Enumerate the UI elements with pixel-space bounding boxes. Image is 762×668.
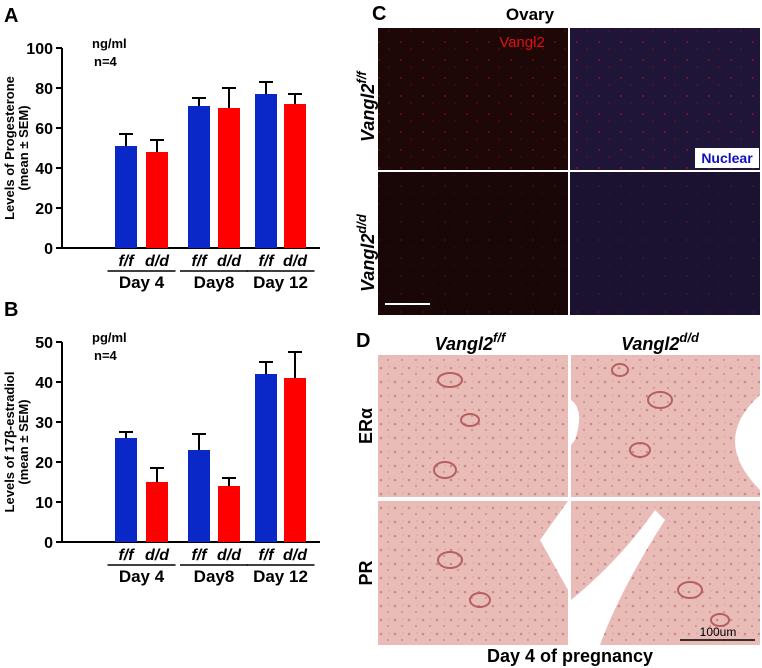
fluorescence-images (378, 28, 760, 315)
bar (115, 146, 137, 248)
series-label: d/d (217, 253, 242, 270)
x-tick-label: Day8 (194, 567, 235, 586)
annotation: n=4 (94, 348, 118, 363)
error-bar (192, 433, 206, 450)
panel-label: A (4, 5, 18, 27)
y-tick-label: 40 (35, 375, 53, 392)
row-label: Vangl2f/f (354, 70, 378, 142)
error-bar (150, 139, 164, 152)
error-bar (192, 97, 206, 106)
y-axis-label: (mean ± SEM) (16, 105, 31, 190)
y-tick-label: 0 (44, 535, 53, 552)
panel-label: B (4, 299, 18, 321)
genotype: d/d (354, 213, 369, 234)
series-label: d/d (145, 253, 170, 270)
x-tick-label: Day 4 (119, 567, 165, 586)
bar (284, 378, 306, 542)
stain-label: Vangl2 (499, 34, 545, 51)
series-label: f/f (191, 547, 208, 564)
y-tick-label: 20 (35, 201, 53, 218)
error-bar (259, 361, 273, 374)
y-tick-label: 10 (35, 495, 53, 512)
series-label: d/d (283, 547, 308, 564)
error-bar (119, 431, 133, 438)
row-label: Vangl2d/d (354, 213, 378, 292)
series-label: d/d (145, 547, 170, 564)
series-label: f/f (118, 253, 135, 270)
bar (218, 486, 240, 542)
x-tick-label: Day 12 (253, 567, 308, 586)
series-label: f/f (258, 253, 275, 270)
bar (146, 152, 168, 248)
bar (188, 450, 210, 542)
y-tick-label: 100 (26, 41, 53, 58)
gene: Vangl2 (358, 234, 378, 292)
histology-images (378, 355, 760, 645)
y-tick-label: 30 (35, 415, 53, 432)
gene: Vangl2 (621, 334, 679, 354)
panel-label: D (356, 330, 370, 352)
series-label: d/d (217, 547, 242, 564)
genotype: f/f (493, 330, 507, 345)
y-tick-label: 60 (35, 121, 53, 138)
scale-bar-label: 100um (700, 625, 737, 639)
error-bar (150, 467, 164, 482)
series-label: d/d (283, 253, 308, 270)
error-bar (222, 477, 236, 486)
x-tick-label: Day 12 (253, 273, 308, 292)
annotation: n=4 (94, 54, 118, 69)
error-bar (259, 81, 273, 94)
series-label: f/f (191, 253, 208, 270)
gene: Vangl2 (435, 334, 493, 354)
column-label: Vangl2f/f (435, 330, 507, 354)
bar (115, 438, 137, 542)
bar (284, 104, 306, 248)
bar (218, 108, 240, 248)
row-label: ERα (356, 408, 376, 444)
label-box (695, 148, 759, 168)
caption: Day 4 of pregnancy (487, 646, 653, 666)
x-tick-label: Day 4 (119, 273, 165, 292)
annotation: pg/ml (92, 330, 127, 345)
genotype: d/d (679, 330, 700, 345)
row-label: PR (356, 560, 376, 585)
y-tick-label: 40 (35, 161, 53, 178)
y-axis-label: Levels of Progesterone (2, 76, 17, 220)
error-bar (288, 93, 302, 104)
panel-title: Ovary (506, 5, 555, 24)
y-axis-label: Levels of 17β-estradiol (2, 372, 17, 513)
gene: Vangl2 (358, 84, 378, 142)
series-label: f/f (118, 547, 135, 564)
panel-label: C (372, 3, 386, 25)
bar (146, 482, 168, 542)
y-tick-label: 50 (35, 335, 53, 352)
annotation: ng/ml (92, 36, 127, 51)
bar (255, 94, 277, 248)
column-label: Vangl2d/d (621, 330, 700, 354)
y-tick-label: 20 (35, 455, 53, 472)
series-label: f/f (258, 547, 275, 564)
y-tick-label: 0 (44, 241, 53, 258)
y-axis-label: (mean ± SEM) (16, 399, 31, 484)
y-tick-label: 80 (35, 81, 53, 98)
genotype: f/f (354, 70, 369, 84)
bar (188, 106, 210, 248)
error-bar (288, 351, 302, 378)
counterstain-label: Nuclear (701, 150, 753, 166)
x-tick-label: Day8 (194, 273, 235, 292)
error-bar (119, 133, 133, 146)
bar (255, 374, 277, 542)
error-bar (222, 87, 236, 108)
